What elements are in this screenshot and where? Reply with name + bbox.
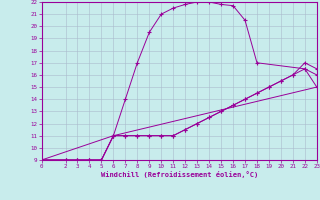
- X-axis label: Windchill (Refroidissement éolien,°C): Windchill (Refroidissement éolien,°C): [100, 171, 258, 178]
